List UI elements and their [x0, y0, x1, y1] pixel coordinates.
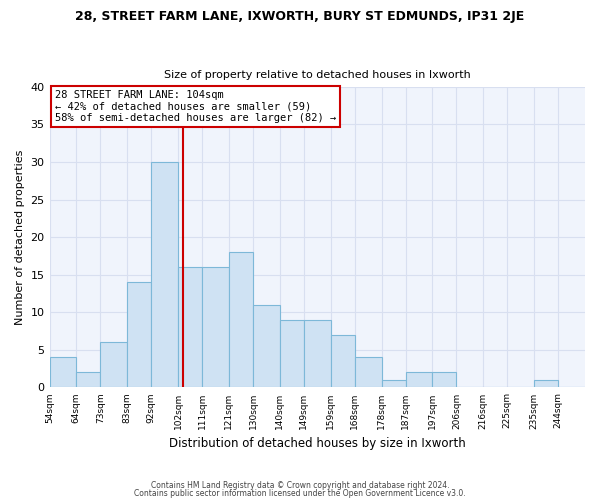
- Bar: [406, 372, 433, 388]
- Bar: [151, 162, 178, 388]
- X-axis label: Distribution of detached houses by size in Ixworth: Distribution of detached houses by size …: [169, 437, 466, 450]
- Y-axis label: Number of detached properties: Number of detached properties: [15, 150, 25, 325]
- Bar: [178, 267, 202, 388]
- Bar: [127, 282, 151, 388]
- Title: Size of property relative to detached houses in Ixworth: Size of property relative to detached ho…: [164, 70, 470, 81]
- Bar: [304, 320, 331, 388]
- Bar: [331, 335, 355, 388]
- Bar: [280, 320, 304, 388]
- Text: 28 STREET FARM LANE: 104sqm
← 42% of detached houses are smaller (59)
58% of sem: 28 STREET FARM LANE: 104sqm ← 42% of det…: [55, 90, 336, 123]
- Text: 28, STREET FARM LANE, IXWORTH, BURY ST EDMUNDS, IP31 2JE: 28, STREET FARM LANE, IXWORTH, BURY ST E…: [76, 10, 524, 23]
- Text: Contains public sector information licensed under the Open Government Licence v3: Contains public sector information licen…: [134, 488, 466, 498]
- Bar: [50, 358, 76, 388]
- Bar: [382, 380, 406, 388]
- Bar: [355, 358, 382, 388]
- Bar: [253, 305, 280, 388]
- Bar: [534, 380, 558, 388]
- Bar: [229, 252, 253, 388]
- Bar: [202, 267, 229, 388]
- Bar: [433, 372, 457, 388]
- Bar: [76, 372, 100, 388]
- Bar: [100, 342, 127, 388]
- Text: Contains HM Land Registry data © Crown copyright and database right 2024.: Contains HM Land Registry data © Crown c…: [151, 481, 449, 490]
